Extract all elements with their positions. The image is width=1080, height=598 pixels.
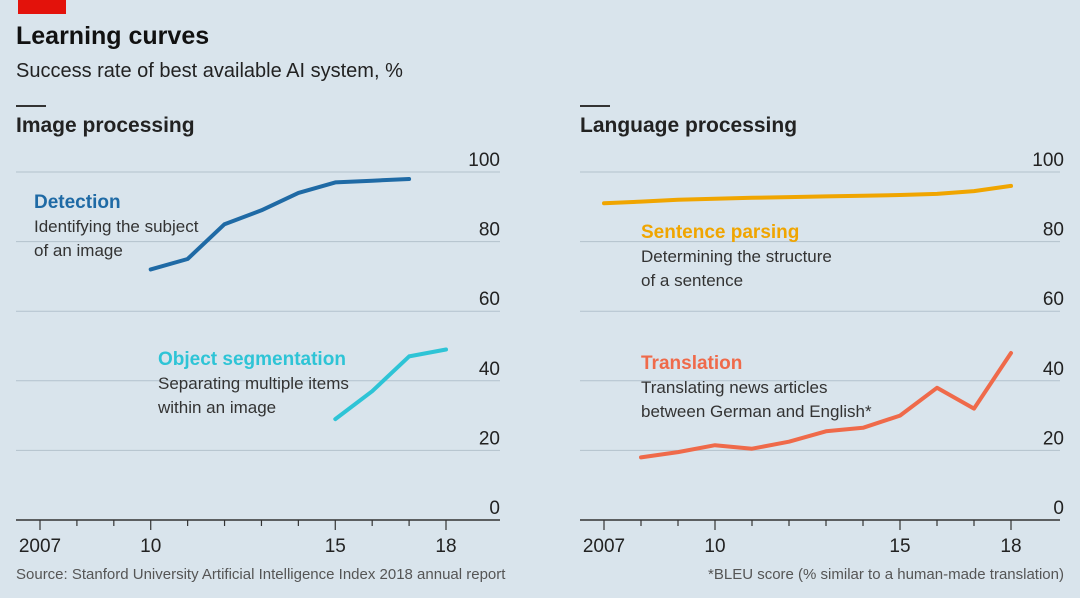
language-x-tick-2010: 10 <box>704 536 725 557</box>
image-processing-chart: 0 20 40 60 80 100 2007 10 15 18 Detection Identifyi… <box>16 150 500 557</box>
detection-line <box>148 177 412 272</box>
image-y-tick-60: 60 <box>479 289 500 310</box>
object-segmentation-label: Object segmentation <box>158 349 346 370</box>
panel-title-language: Language processing <box>580 114 798 137</box>
panel-rule-right <box>580 105 610 107</box>
language-y-tick-80: 80 <box>1043 220 1064 241</box>
sentence-parsing-description-2: of a sentence <box>641 271 743 290</box>
language-y-tick-20: 20 <box>1043 428 1064 449</box>
image-y-tick-0: 0 <box>489 498 500 519</box>
language-y-tick-60: 60 <box>1043 289 1064 310</box>
object-segmentation-description-1: Separating multiple items <box>158 374 349 393</box>
translation-line <box>639 351 1013 460</box>
sentence-parsing-line <box>602 183 1013 206</box>
language-processing-chart: 0 20 40 60 80 100 2007 10 15 18 Sentence parsing De… <box>580 150 1064 557</box>
image-y-tick-40: 40 <box>479 359 500 380</box>
image-y-tick-20: 20 <box>479 428 500 449</box>
language-y-tick-100: 100 <box>1032 150 1064 171</box>
panel-title-image: Image processing <box>16 114 195 137</box>
image-y-tick-100: 100 <box>468 150 500 171</box>
language-x-tick-2007: 2007 <box>583 536 625 557</box>
translation-description-1: Translating news articles <box>641 378 827 397</box>
language-y-tick-0: 0 <box>1053 498 1064 519</box>
language-y-tick-40: 40 <box>1043 359 1064 380</box>
image-y-tick-80: 80 <box>479 220 500 241</box>
sentence-parsing-label: Sentence parsing <box>641 222 799 243</box>
language-x-tick-2018: 18 <box>1000 536 1021 557</box>
object-segmentation-description-2: within an image <box>157 398 276 417</box>
language-x-tick-2015: 15 <box>889 536 910 557</box>
image-x-tick-2007: 2007 <box>19 536 61 557</box>
panel-rule-left <box>16 105 46 107</box>
brand-red-tag <box>18 0 66 14</box>
detection-description-2: of an image <box>34 241 123 260</box>
detection-description-1: Identifying the subject <box>34 217 199 236</box>
source-note: Source: Stanford University Artificial I… <box>16 566 506 583</box>
object-segmentation-line <box>333 347 448 422</box>
sentence-parsing-description-1: Determining the structure <box>641 247 832 266</box>
image-x-tick-2018: 18 <box>435 536 456 557</box>
detection-label: Detection <box>34 192 121 213</box>
chart-subtitle: Success rate of best available AI system… <box>16 60 403 82</box>
image-x-tick-2015: 15 <box>325 536 346 557</box>
image-x-tick-2010: 10 <box>140 536 161 557</box>
footnote: *BLEU score (% similar to a human-made t… <box>708 566 1064 583</box>
translation-label: Translation <box>641 353 742 374</box>
chart-title: Learning curves <box>16 22 210 50</box>
translation-description-2: between German and English* <box>641 402 872 421</box>
